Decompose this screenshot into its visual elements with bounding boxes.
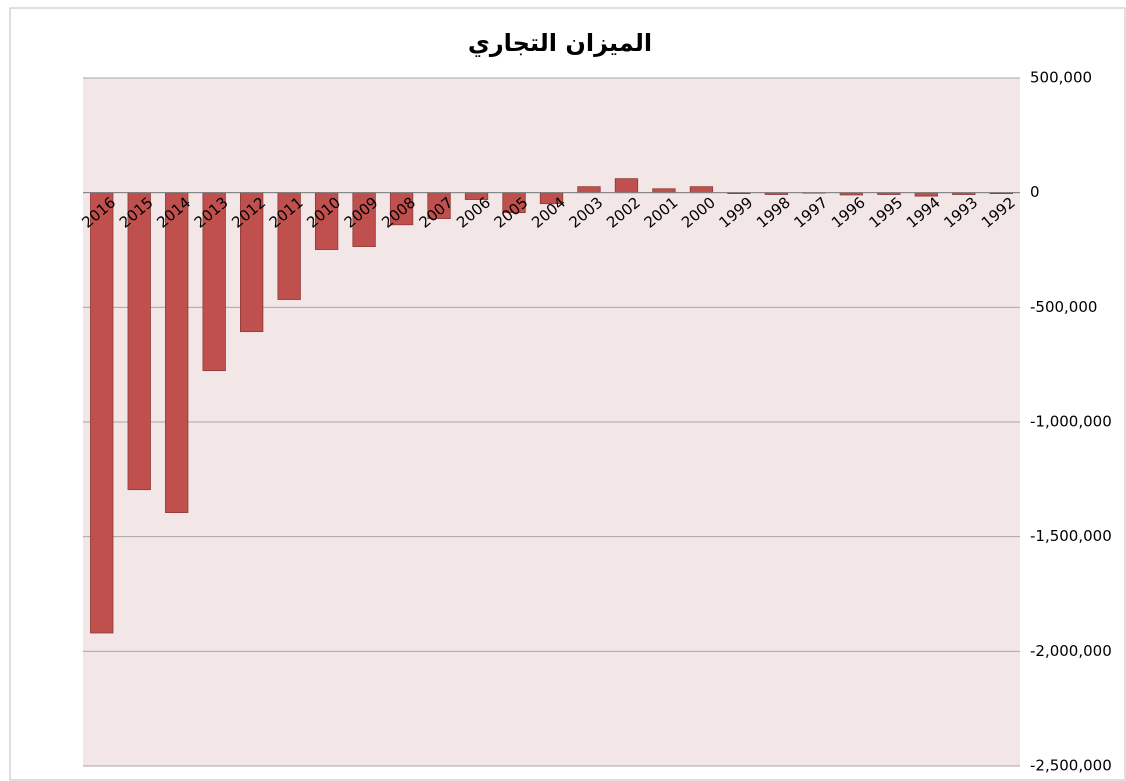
bar xyxy=(914,192,938,197)
y-tick-label: -2,000,000 xyxy=(1030,642,1112,660)
bar xyxy=(614,178,639,194)
chart-title: الميزان التجاري xyxy=(468,29,652,57)
bar xyxy=(127,192,151,491)
y-tick-label: 500,000 xyxy=(1030,69,1092,87)
y-tick-label: -1,500,000 xyxy=(1030,527,1112,545)
y-tick-label: -1,000,000 xyxy=(1030,413,1112,431)
y-tick-label: -500,000 xyxy=(1030,298,1097,316)
bar xyxy=(577,186,601,194)
y-tick-label: 0 xyxy=(1030,183,1040,201)
y-tick-label: -2,500,000 xyxy=(1030,757,1112,775)
bar xyxy=(165,192,189,513)
bar xyxy=(90,192,114,634)
bar xyxy=(689,186,714,194)
bar xyxy=(652,188,676,194)
